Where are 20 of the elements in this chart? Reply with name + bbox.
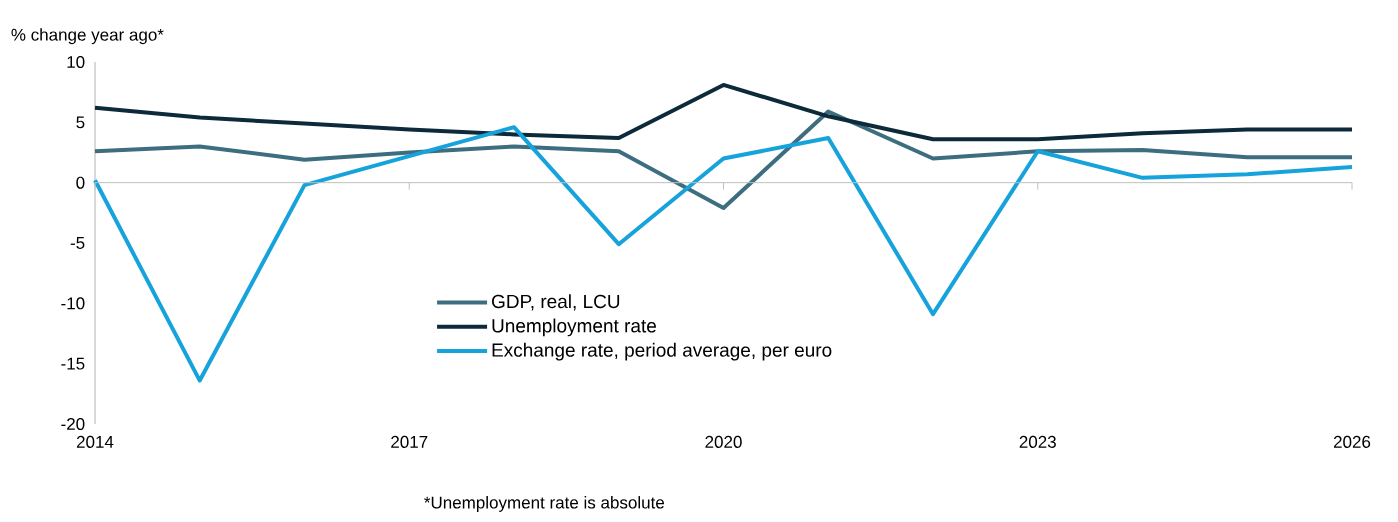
legend-label: GDP, real, LCU	[492, 294, 620, 311]
legend-label: Exchange rate, period average, per euro	[492, 342, 832, 361]
x-tick-label: 2023	[1019, 435, 1056, 448]
legend-label: Unemployment rate	[492, 318, 656, 337]
x-tick-label: 2017	[391, 435, 428, 448]
line-series	[93, 82, 1355, 142]
y-tick-label: 5	[76, 116, 85, 129]
y-axis-title: % change year ago*	[11, 28, 164, 45]
text: *Unemployment rate is absolute	[424, 496, 665, 512]
y-tick-label: 10	[67, 55, 85, 69]
x-tick-label: 2014	[76, 435, 114, 448]
line-series	[93, 125, 1355, 383]
x-tick-label: 2026	[1333, 435, 1371, 448]
y-tick-label: -5	[70, 237, 85, 249]
y-tick-label: -20	[61, 417, 85, 431]
y-tick-label: -15	[61, 357, 85, 370]
x-tick-label: 2020	[705, 435, 742, 448]
y-tick-label: -10	[61, 297, 85, 310]
line-series	[93, 109, 1355, 210]
y-tick-label: 0	[76, 176, 85, 189]
